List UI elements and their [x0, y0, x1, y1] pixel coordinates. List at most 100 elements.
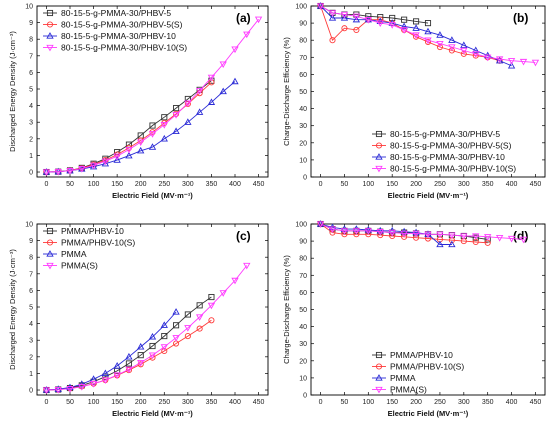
data-point — [507, 61, 516, 69]
data-point — [173, 322, 180, 329]
data-point — [125, 366, 133, 374]
y-tick-label: 5 — [29, 305, 33, 312]
y-tick-label: 1 — [29, 153, 33, 160]
y-tick-label: 60 — [299, 72, 307, 79]
data-point — [125, 352, 133, 360]
plot-frame — [36, 223, 269, 396]
x-tick-label: 100 — [88, 181, 100, 188]
data-point — [316, 221, 325, 228]
x-tick-label: 400 — [506, 399, 518, 406]
x-tick-label: 100 — [362, 399, 374, 406]
series-line-4 — [320, 223, 524, 240]
legend-entry: PMMA(S) — [61, 261, 98, 271]
data-point — [353, 26, 360, 33]
x-tick-label: 350 — [206, 181, 218, 188]
data-point — [208, 293, 215, 301]
legend: PMMA/PHBV-10 PMMA/PHBV-10(S)PMMA PMMA(S) — [372, 350, 464, 395]
x-tick-label: 50 — [66, 399, 74, 406]
data-point — [400, 27, 408, 34]
x-tick-label: 300 — [182, 399, 194, 406]
plot-frame — [36, 5, 269, 178]
data-point — [519, 58, 528, 66]
series-line-4 — [46, 265, 248, 391]
y-tick-label: 10 — [25, 4, 33, 11]
legend-entry: 80-15-5-g-PMMA-30/PHBV-5 — [61, 8, 171, 18]
y-tick-label: 4 — [29, 103, 33, 110]
data-point — [113, 156, 121, 163]
y-tick-label: 40 — [299, 324, 307, 331]
legend-entry: PMMA/PHBV-10 — [390, 350, 453, 360]
y-tick-label: 90 — [299, 21, 307, 28]
x-tick-label: 100 — [88, 399, 100, 406]
data-point — [424, 38, 432, 45]
data-point — [207, 98, 216, 105]
data-point — [125, 360, 132, 367]
x-tick-label: 450 — [530, 399, 542, 406]
panel-label: (b) — [513, 11, 528, 25]
x-tick-label: 200 — [135, 399, 147, 406]
data-point — [231, 77, 239, 85]
y-tick-label: 0 — [29, 388, 33, 395]
data-point — [54, 385, 62, 392]
y-tick-label: 6 — [29, 70, 33, 77]
data-point — [243, 31, 251, 39]
data-point — [460, 41, 468, 48]
data-point — [196, 302, 203, 309]
data-point — [66, 386, 74, 393]
y-tick-label: 60 — [299, 290, 307, 297]
data-point — [424, 37, 432, 45]
legend-entry: PMMA(S) — [390, 385, 427, 395]
x-tick-label: 450 — [253, 399, 265, 406]
x-tick-label: 200 — [410, 399, 422, 406]
y-tick-label: 100 — [295, 222, 307, 229]
x-tick-label: 150 — [111, 399, 123, 406]
data-point — [376, 229, 384, 236]
data-point — [364, 228, 372, 235]
data-point — [495, 235, 504, 242]
y-tick-label: 6 — [29, 288, 33, 295]
legend-marker — [46, 239, 54, 246]
data-point — [195, 108, 204, 115]
panel-label: (c) — [236, 229, 251, 243]
legend-marker — [46, 9, 54, 17]
data-point — [42, 387, 51, 394]
legend-entry: 80-15-5-g-PMMA-30/PHBV-5 — [390, 129, 500, 139]
data-point — [424, 235, 432, 242]
data-point — [243, 262, 251, 270]
data-point — [172, 335, 180, 342]
legend-marker — [375, 165, 383, 173]
y-tick-label: 3 — [29, 338, 33, 345]
x-tick-label: 150 — [111, 181, 123, 188]
legend-marker — [375, 374, 383, 381]
data-point — [340, 14, 349, 21]
data-point — [125, 146, 133, 154]
y-tick-label: 10 — [25, 222, 33, 229]
x-tick-label: 400 — [506, 181, 518, 188]
legend-marker — [375, 363, 383, 370]
x-tick-label: 300 — [458, 399, 470, 406]
data-point — [507, 58, 516, 65]
x-tick-label: 350 — [206, 399, 218, 406]
legend-marker — [46, 21, 54, 28]
panel-label: (a) — [236, 11, 251, 25]
data-point — [413, 33, 420, 40]
x-tick-label: 350 — [482, 399, 494, 406]
data-point — [424, 20, 432, 27]
data-point — [364, 226, 372, 233]
legend-marker — [46, 262, 54, 270]
x-tick-label: 0 — [319, 399, 323, 406]
data-point — [424, 27, 432, 35]
data-point — [184, 333, 191, 340]
x-tick-label: 0 — [44, 181, 48, 188]
data-point — [413, 18, 420, 25]
data-point — [377, 232, 384, 239]
data-point — [184, 311, 191, 318]
data-point — [219, 290, 227, 297]
data-point — [424, 231, 432, 239]
data-point — [412, 230, 420, 238]
legend: 80-15-5-g-PMMA-30/PHBV-5 80-15-5-g-PMMA-3… — [43, 8, 187, 53]
data-point — [54, 387, 62, 394]
data-point — [460, 50, 467, 57]
x-tick-label: 100 — [362, 181, 374, 188]
